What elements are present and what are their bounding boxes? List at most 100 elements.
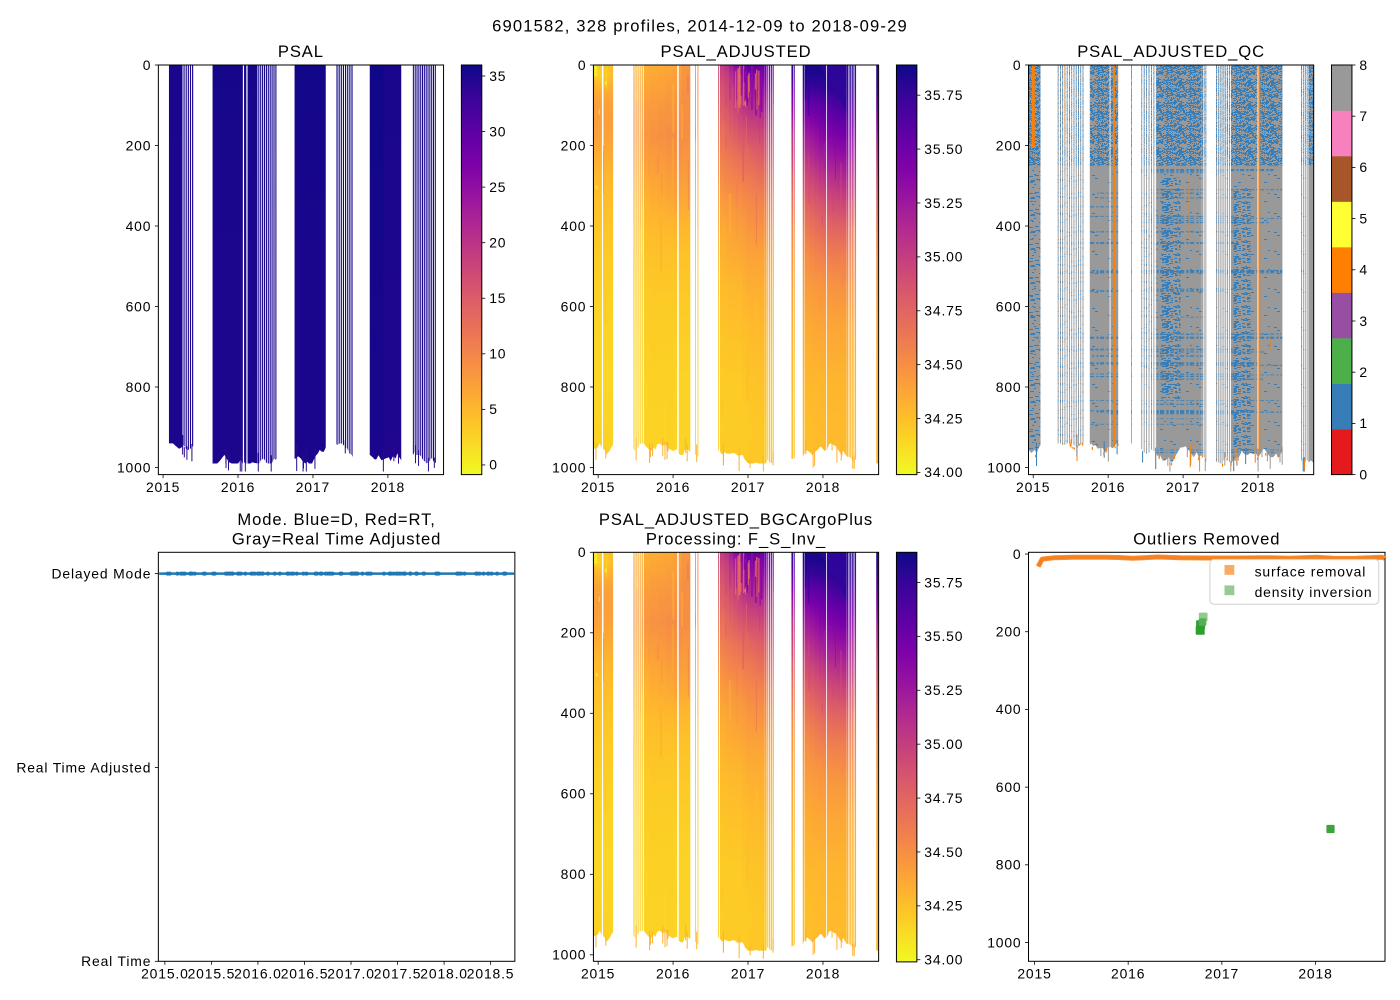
svg-text:surface removal: surface removal <box>1255 564 1367 580</box>
svg-text:1000: 1000 <box>552 947 586 963</box>
svg-text:200: 200 <box>996 137 1022 153</box>
svg-text:2016: 2016 <box>221 479 255 495</box>
svg-text:35.75: 35.75 <box>924 87 963 103</box>
svg-text:600: 600 <box>561 298 587 314</box>
svg-text:200: 200 <box>561 625 587 641</box>
svg-text:PSAL: PSAL <box>278 42 324 61</box>
svg-text:35.00: 35.00 <box>924 249 963 265</box>
svg-text:2016: 2016 <box>1111 966 1145 982</box>
svg-text:400: 400 <box>561 705 587 721</box>
svg-text:2: 2 <box>1359 364 1368 380</box>
svg-text:400: 400 <box>996 701 1022 717</box>
svg-text:35.00: 35.00 <box>924 736 963 752</box>
svg-text:0: 0 <box>143 57 152 73</box>
svg-text:Gray=Real Time Adjusted: Gray=Real Time Adjusted <box>232 530 441 549</box>
svg-text:2017: 2017 <box>731 479 765 495</box>
svg-text:600: 600 <box>561 786 587 802</box>
svg-text:2017: 2017 <box>731 966 765 982</box>
svg-text:0: 0 <box>1013 546 1022 562</box>
svg-text:34.50: 34.50 <box>924 844 963 860</box>
svg-text:1: 1 <box>1359 415 1368 431</box>
svg-text:34.50: 34.50 <box>924 357 963 373</box>
svg-text:PSAL_ADJUSTED: PSAL_ADJUSTED <box>661 42 812 61</box>
svg-text:800: 800 <box>996 857 1022 873</box>
svg-text:Delayed Mode: Delayed Mode <box>52 565 152 581</box>
svg-text:5: 5 <box>1359 210 1368 226</box>
svg-text:3: 3 <box>1359 313 1368 329</box>
svg-text:Mode. Blue=D, Red=RT,: Mode. Blue=D, Red=RT, <box>237 510 435 529</box>
svg-text:2015.0: 2015.0 <box>141 966 189 982</box>
svg-text:2017.0: 2017.0 <box>327 966 375 982</box>
svg-text:2018: 2018 <box>806 966 840 982</box>
svg-text:34.25: 34.25 <box>924 898 963 914</box>
svg-text:30: 30 <box>489 123 506 139</box>
svg-text:2018: 2018 <box>371 479 405 495</box>
svg-text:2018.5: 2018.5 <box>467 966 515 982</box>
svg-text:35.75: 35.75 <box>924 574 963 590</box>
svg-text:2017: 2017 <box>1166 479 1200 495</box>
svg-text:PSAL_ADJUSTED_BGCArgoPlus: PSAL_ADJUSTED_BGCArgoPlus <box>599 510 873 529</box>
svg-text:Real Time: Real Time <box>81 953 151 969</box>
svg-text:1000: 1000 <box>987 934 1021 950</box>
svg-text:2017: 2017 <box>296 479 330 495</box>
svg-text:Processing: F_S_Inv_: Processing: F_S_Inv_ <box>646 530 826 549</box>
svg-text:1000: 1000 <box>987 459 1021 475</box>
svg-text:400: 400 <box>996 218 1022 234</box>
svg-text:4: 4 <box>1359 262 1368 278</box>
svg-text:800: 800 <box>561 866 587 882</box>
svg-text:35.50: 35.50 <box>924 141 963 157</box>
svg-text:600: 600 <box>126 298 152 314</box>
svg-text:34.75: 34.75 <box>924 790 963 806</box>
svg-text:2018: 2018 <box>1298 966 1332 982</box>
svg-text:600: 600 <box>996 779 1022 795</box>
svg-text:20: 20 <box>489 235 506 251</box>
svg-text:200: 200 <box>561 137 587 153</box>
svg-text:2018: 2018 <box>806 479 840 495</box>
svg-text:0: 0 <box>1013 57 1022 73</box>
svg-text:600: 600 <box>996 298 1022 314</box>
svg-text:1000: 1000 <box>552 459 586 475</box>
svg-text:35.25: 35.25 <box>924 682 963 698</box>
svg-text:6901582, 328 profiles, 2014-12: 6901582, 328 profiles, 2014-12-09 to 201… <box>492 17 908 36</box>
svg-text:2018: 2018 <box>1241 479 1275 495</box>
svg-text:200: 200 <box>126 137 152 153</box>
svg-text:2016: 2016 <box>656 479 690 495</box>
svg-text:Outliers Removed: Outliers Removed <box>1133 530 1280 549</box>
svg-text:34.00: 34.00 <box>924 952 963 968</box>
svg-text:2016.5: 2016.5 <box>281 966 329 982</box>
svg-text:1000: 1000 <box>117 459 151 475</box>
svg-text:2017.5: 2017.5 <box>374 966 422 982</box>
svg-text:2015: 2015 <box>146 479 180 495</box>
svg-text:25: 25 <box>489 179 506 195</box>
svg-text:34.00: 34.00 <box>924 464 963 480</box>
svg-text:15: 15 <box>489 290 506 306</box>
svg-text:2015.5: 2015.5 <box>188 966 236 982</box>
svg-text:2015: 2015 <box>581 479 615 495</box>
svg-text:2016: 2016 <box>1091 479 1125 495</box>
svg-text:2016.0: 2016.0 <box>234 966 282 982</box>
svg-text:200: 200 <box>996 624 1022 640</box>
svg-text:0: 0 <box>489 457 498 473</box>
svg-text:800: 800 <box>996 379 1022 395</box>
svg-text:800: 800 <box>561 379 587 395</box>
svg-text:400: 400 <box>561 218 587 234</box>
svg-text:6: 6 <box>1359 159 1368 175</box>
svg-text:400: 400 <box>126 218 152 234</box>
svg-text:8: 8 <box>1359 57 1368 73</box>
svg-text:2018.0: 2018.0 <box>420 966 468 982</box>
svg-text:35: 35 <box>489 68 506 84</box>
svg-text:10: 10 <box>489 346 506 362</box>
svg-text:2015: 2015 <box>1017 966 1051 982</box>
svg-text:2015: 2015 <box>581 966 615 982</box>
svg-text:2015: 2015 <box>1016 479 1050 495</box>
svg-text:35.50: 35.50 <box>924 628 963 644</box>
svg-text:0: 0 <box>578 544 587 560</box>
svg-text:2017: 2017 <box>1205 966 1239 982</box>
svg-text:7: 7 <box>1359 108 1368 124</box>
svg-text:2016: 2016 <box>656 966 690 982</box>
svg-text:0: 0 <box>578 57 587 73</box>
svg-text:34.25: 34.25 <box>924 410 963 426</box>
svg-text:5: 5 <box>489 401 498 417</box>
svg-text:density inversion: density inversion <box>1255 584 1373 600</box>
svg-text:34.75: 34.75 <box>924 303 963 319</box>
